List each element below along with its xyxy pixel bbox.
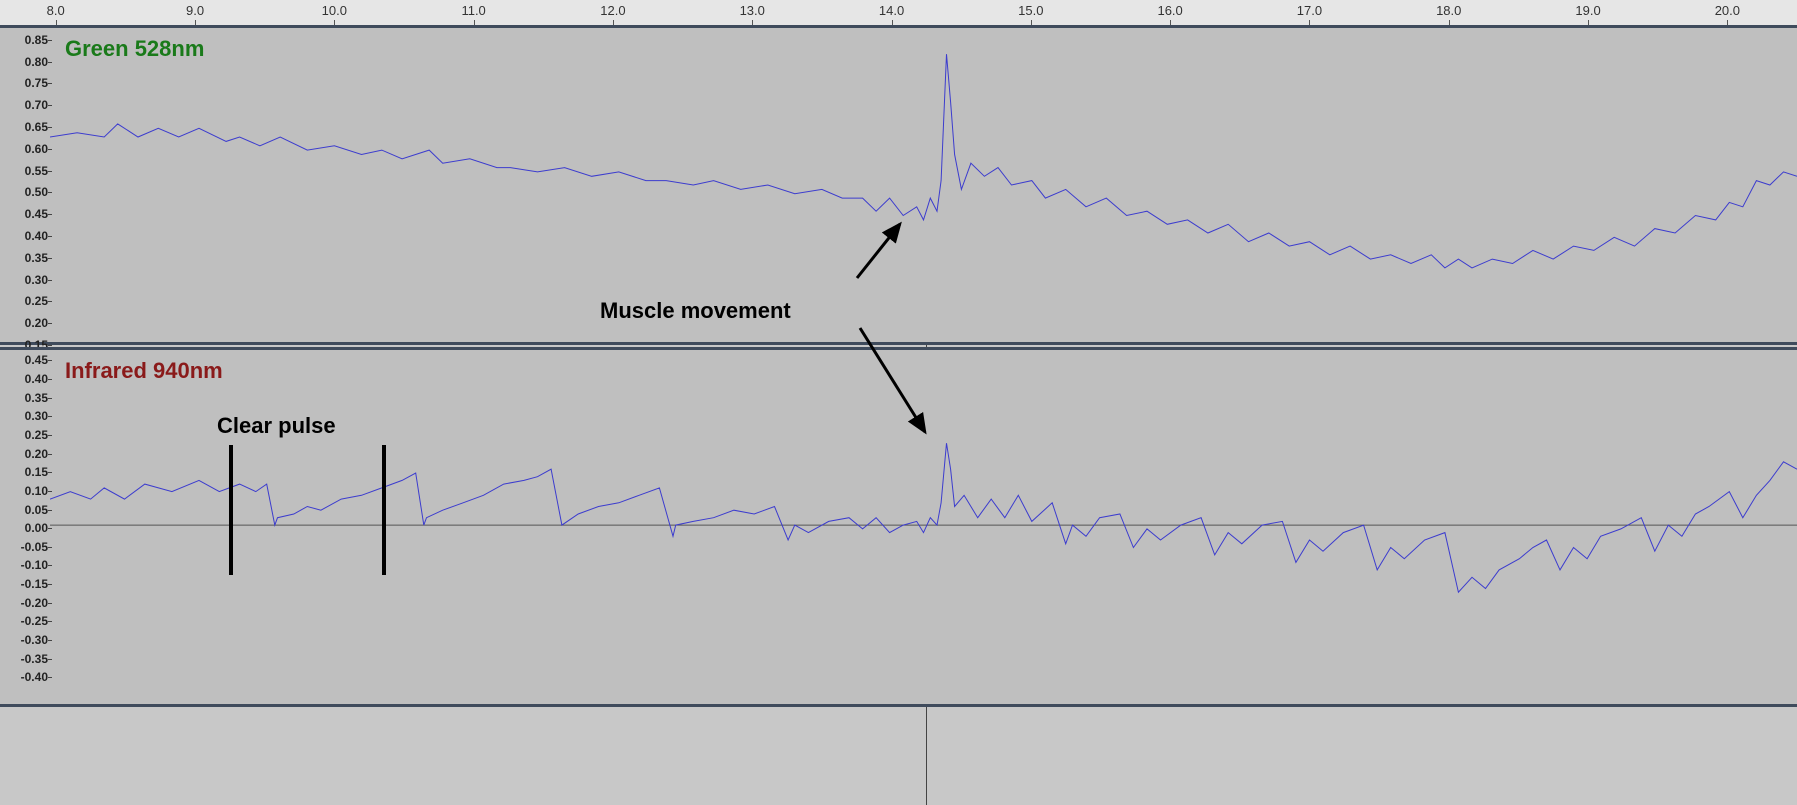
y-tick xyxy=(48,528,52,529)
series-green xyxy=(50,28,1797,342)
ruler-ticklabel: 16.0 xyxy=(1157,3,1182,18)
ruler-ticklabel: 13.0 xyxy=(740,3,765,18)
y-tick-label: 0.30 xyxy=(25,273,48,287)
y-tick-label: 0.75 xyxy=(25,76,48,90)
y-tick xyxy=(48,547,52,548)
y-tick-label: 0.15 xyxy=(25,465,48,479)
y-tick-label: 0.85 xyxy=(25,33,48,47)
panel-green[interactable]: Green 528nm 0.150.200.250.300.350.400.45… xyxy=(0,25,1797,345)
y-tick xyxy=(48,345,52,346)
y-tick-label: 0.70 xyxy=(25,98,48,112)
y-tick xyxy=(48,258,52,259)
y-tick-label: 0.80 xyxy=(25,55,48,69)
waveform-infrared xyxy=(50,443,1797,592)
y-tick xyxy=(48,236,52,237)
y-tick xyxy=(48,40,52,41)
y-tick-label: -0.10 xyxy=(21,558,48,572)
y-tick-label: -0.25 xyxy=(21,614,48,628)
y-tick xyxy=(48,360,52,361)
annotation-clear-pulse: Clear pulse xyxy=(217,413,336,439)
ruler-ticklabel: 9.0 xyxy=(186,3,204,18)
y-tick-label: -0.30 xyxy=(21,633,48,647)
y-tick-label: 0.60 xyxy=(25,142,48,156)
y-tick xyxy=(48,398,52,399)
series-infrared xyxy=(50,350,1797,704)
y-tick xyxy=(48,171,52,172)
y-tick-label: 0.30 xyxy=(25,409,48,423)
y-tick xyxy=(48,472,52,473)
y-tick-label: 0.10 xyxy=(25,484,48,498)
y-tick xyxy=(48,454,52,455)
ruler-ticklabel: 14.0 xyxy=(879,3,904,18)
y-tick-label: -0.35 xyxy=(21,652,48,666)
y-tick-label: -0.40 xyxy=(21,670,48,684)
y-tick xyxy=(48,659,52,660)
y-tick-label: 0.35 xyxy=(25,391,48,405)
root: 8.0 9.0 10.0 11.0 12.0 13.0 14.0 15.0 16.0 17.0 18… xyxy=(0,0,1797,805)
ruler-ticklabel: 12.0 xyxy=(600,3,625,18)
y-tick xyxy=(48,301,52,302)
waveform-green xyxy=(50,54,1797,268)
y-tick-label: 0.35 xyxy=(25,251,48,265)
y-tick-label: 0.40 xyxy=(25,229,48,243)
ruler-ticklabel: 18.0 xyxy=(1436,3,1461,18)
y-tick-label: 0.55 xyxy=(25,164,48,178)
y-tick-label: 0.20 xyxy=(25,447,48,461)
y-tick xyxy=(48,621,52,622)
y-tick-label: 0.25 xyxy=(25,428,48,442)
ruler-ticklabel: 20.0 xyxy=(1715,3,1740,18)
y-tick-label: 0.20 xyxy=(25,316,48,330)
y-tick xyxy=(48,214,52,215)
y-tick xyxy=(48,416,52,417)
y-tick xyxy=(48,323,52,324)
y-tick xyxy=(48,127,52,128)
plot-infrared[interactable] xyxy=(50,350,1797,704)
y-tick xyxy=(48,677,52,678)
y-tick-label: 0.50 xyxy=(25,185,48,199)
y-tick-label: -0.15 xyxy=(21,577,48,591)
y-tick xyxy=(48,510,52,511)
y-tick xyxy=(48,379,52,380)
y-tick xyxy=(48,584,52,585)
ruler-ticklabel: 19.0 xyxy=(1575,3,1600,18)
y-tick-label: 0.25 xyxy=(25,294,48,308)
y-tick-label: -0.20 xyxy=(21,596,48,610)
y-tick xyxy=(48,640,52,641)
y-tick-label: 0.00 xyxy=(25,521,48,535)
ruler-ticklabel: 10.0 xyxy=(322,3,347,18)
y-tick xyxy=(48,62,52,63)
pulse-boundary-bar xyxy=(382,445,386,575)
y-tick xyxy=(48,105,52,106)
ruler-ticklabel: 17.0 xyxy=(1297,3,1322,18)
y-tick xyxy=(48,149,52,150)
y-tick xyxy=(48,83,52,84)
y-tick xyxy=(48,603,52,604)
y-tick-label: -0.05 xyxy=(21,540,48,554)
y-tick-label: 0.45 xyxy=(25,207,48,221)
y-tick-label: 0.05 xyxy=(25,503,48,517)
panel-infrared[interactable]: Infrared 940nm -0.40-0.35-0.30-0.25-0.20… xyxy=(0,347,1797,707)
time-ruler: 8.0 9.0 10.0 11.0 12.0 13.0 14.0 15.0 16.0 17.0 18… xyxy=(0,0,1797,26)
y-tick xyxy=(48,565,52,566)
ruler-ticklabel: 11.0 xyxy=(461,3,485,18)
y-tick-label: 0.45 xyxy=(25,353,48,367)
ruler-ticklabel: 15.0 xyxy=(1018,3,1043,18)
y-tick xyxy=(48,280,52,281)
y-tick-label: 0.40 xyxy=(25,372,48,386)
ruler-ticklabel: 8.0 xyxy=(47,3,65,18)
y-tick xyxy=(48,491,52,492)
plot-green[interactable] xyxy=(50,28,1797,342)
pulse-boundary-bar xyxy=(229,445,233,575)
annotation-muscle-movement: Muscle movement xyxy=(600,298,791,324)
y-tick xyxy=(48,192,52,193)
y-tick xyxy=(48,435,52,436)
y-tick-label: 0.65 xyxy=(25,120,48,134)
